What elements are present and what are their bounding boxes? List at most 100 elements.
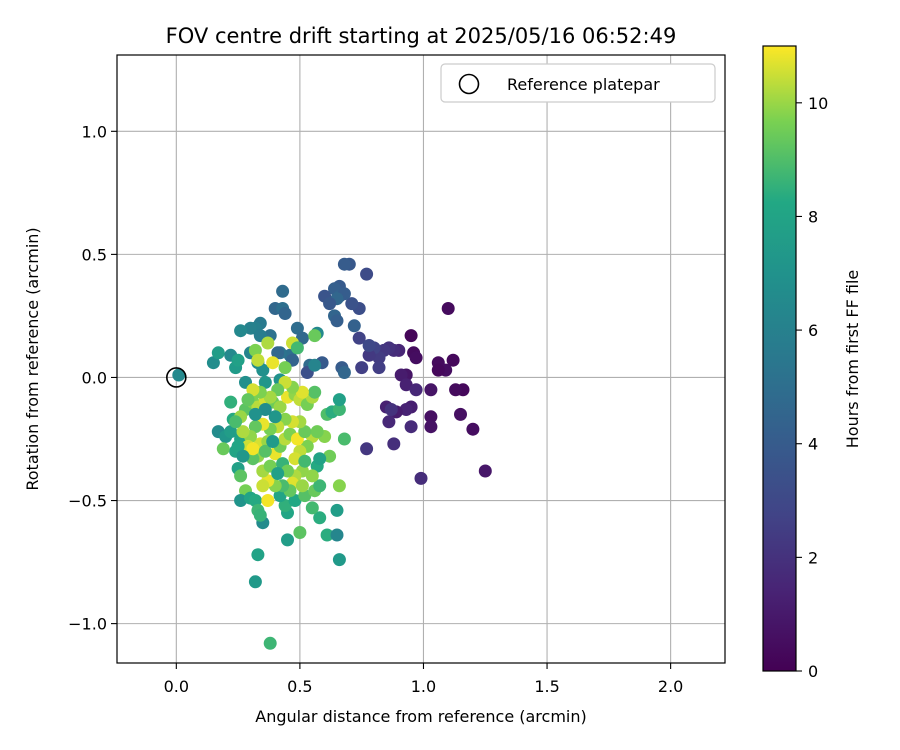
data-point xyxy=(258,375,272,389)
data-point xyxy=(256,363,270,377)
data-point xyxy=(431,363,445,377)
data-point xyxy=(246,452,260,466)
data-point xyxy=(337,257,351,271)
data-point xyxy=(446,353,460,367)
data-point xyxy=(466,422,480,436)
data-point xyxy=(293,526,307,539)
data-point xyxy=(273,400,287,414)
data-point xyxy=(355,361,369,375)
data-point xyxy=(345,297,359,311)
colorbar-tick-label: 10 xyxy=(808,94,828,113)
data-point xyxy=(382,415,396,429)
data-point xyxy=(234,324,248,338)
data-point xyxy=(248,407,262,421)
x-tick-label: 1.5 xyxy=(534,677,559,696)
data-point xyxy=(261,494,275,507)
data-point xyxy=(288,494,302,507)
data-point xyxy=(246,442,260,456)
data-point xyxy=(330,314,344,328)
colorbar-gradient xyxy=(763,46,796,671)
data-point xyxy=(337,432,351,446)
chart-title: FOV centre drift starting at 2025/05/16 … xyxy=(166,24,677,48)
data-point xyxy=(211,346,225,360)
data-point xyxy=(248,343,262,357)
data-point xyxy=(387,437,401,451)
x-tick-label: 0.0 xyxy=(164,677,189,696)
data-point xyxy=(441,302,455,315)
y-tick-label: −1.0 xyxy=(68,615,107,634)
data-point xyxy=(231,353,245,367)
data-point xyxy=(278,361,292,375)
data-point xyxy=(271,467,285,480)
data-point xyxy=(323,449,337,463)
data-point xyxy=(258,444,272,458)
data-point xyxy=(372,361,386,375)
data-point xyxy=(244,321,257,335)
data-point xyxy=(298,489,312,503)
data-point xyxy=(409,351,423,365)
data-point xyxy=(323,297,337,311)
data-point xyxy=(404,329,418,343)
data-point xyxy=(172,368,186,382)
y-tick-label: 0.5 xyxy=(82,245,107,264)
data-point xyxy=(251,548,265,562)
y-axis-ticks: −1.0 −0.5 0.0 0.5 1.0 xyxy=(68,122,117,634)
colorbar-tick-label: 4 xyxy=(808,435,818,454)
data-point xyxy=(256,479,270,493)
data-point xyxy=(449,383,463,397)
data-point xyxy=(236,425,250,439)
grid xyxy=(117,55,725,663)
x-axis-label: Angular distance from reference (arcmin) xyxy=(255,707,586,726)
colorbar-tick-label: 6 xyxy=(808,321,818,340)
data-point xyxy=(266,435,280,448)
data-point xyxy=(424,410,438,424)
data-point xyxy=(281,533,294,547)
y-tick-label: 0.0 xyxy=(82,368,107,387)
data-point xyxy=(236,449,250,463)
data-point xyxy=(248,494,262,507)
data-points xyxy=(172,257,492,650)
data-point xyxy=(263,636,277,650)
data-point xyxy=(414,471,428,485)
data-point xyxy=(313,511,327,525)
data-point xyxy=(246,383,260,397)
data-point xyxy=(409,383,423,397)
data-point xyxy=(229,415,243,429)
data-point xyxy=(253,508,267,522)
data-point xyxy=(313,452,327,466)
y-tick-label: −0.5 xyxy=(68,492,107,511)
data-point xyxy=(206,356,220,370)
legend-entry-reference: Reference platepar xyxy=(507,75,660,94)
data-point xyxy=(231,439,245,453)
data-point xyxy=(276,284,290,298)
data-point xyxy=(241,393,255,407)
plot-area xyxy=(116,54,726,664)
data-point xyxy=(281,464,294,478)
data-point xyxy=(234,469,248,483)
data-point xyxy=(454,407,467,421)
data-point xyxy=(332,553,346,567)
data-point xyxy=(288,452,302,466)
legend: Reference platepar xyxy=(440,63,716,103)
data-point xyxy=(234,494,248,507)
data-point xyxy=(332,393,346,407)
x-tick-label: 2.0 xyxy=(658,677,683,696)
data-point xyxy=(372,351,386,365)
data-point xyxy=(399,378,413,392)
data-point xyxy=(278,499,292,512)
data-point xyxy=(347,319,361,333)
data-point xyxy=(216,442,230,456)
y-axis-label: Rotation from reference (arcmin) xyxy=(23,227,42,490)
data-point xyxy=(290,341,304,355)
data-point xyxy=(258,403,272,416)
data-point xyxy=(310,425,324,439)
data-point xyxy=(305,469,319,483)
data-point xyxy=(362,339,376,352)
data-point xyxy=(305,501,319,515)
data-point xyxy=(298,454,312,468)
legend-box xyxy=(440,63,716,103)
colorbar-ticks: 0 2 4 6 8 10 xyxy=(796,94,828,681)
legend-marker xyxy=(458,73,480,95)
x-tick-label: 1.0 xyxy=(411,677,436,696)
data-point xyxy=(224,425,238,439)
